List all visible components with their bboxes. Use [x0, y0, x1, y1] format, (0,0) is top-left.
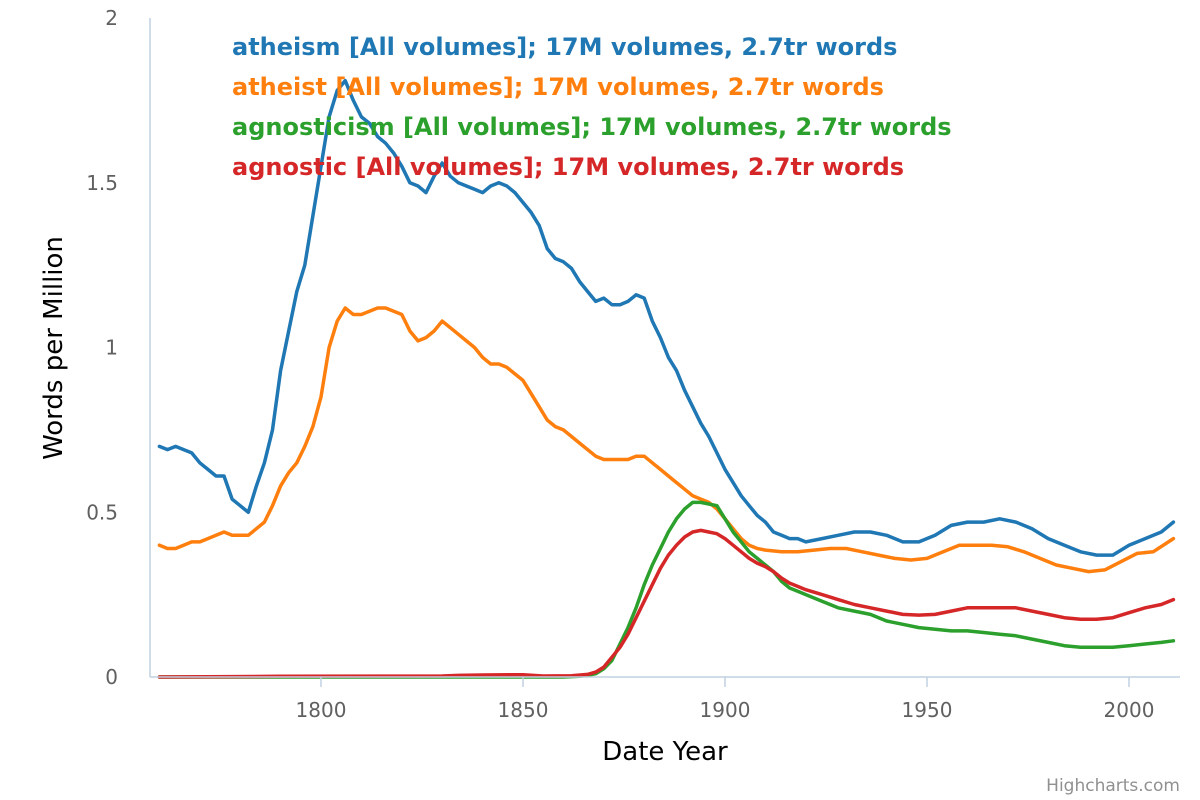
- series-0-group: [157, 78, 1176, 557]
- legend-item-2[interactable]: agnosticism [All volumes]; 17M volumes, …: [232, 113, 952, 141]
- y-tick-label: 1.5: [86, 171, 118, 195]
- x-tick-label: 1850: [498, 698, 549, 722]
- credits-link[interactable]: Highcharts.com: [1046, 776, 1180, 796]
- legend: atheism [All volumes]; 17M volumes, 2.7t…: [232, 33, 952, 181]
- x-tick-label: 1950: [902, 698, 953, 722]
- x-axis-ticks: 1800 1850 1900 1950 2000: [296, 677, 1155, 722]
- series-2-group: [157, 500, 1176, 679]
- series-line-1[interactable]: [157, 306, 1176, 574]
- legend-item-1[interactable]: atheist [All volumes]; 17M volumes, 2.7t…: [232, 73, 884, 101]
- x-tick-label: 1900: [700, 698, 751, 722]
- series-layer: [157, 78, 1176, 679]
- series-line-0[interactable]: [157, 78, 1176, 557]
- series-1-group: [157, 306, 1176, 574]
- x-tick-label: 1800: [296, 698, 347, 722]
- legend-item-3[interactable]: agnostic [All volumes]; 17M volumes, 2.7…: [232, 153, 904, 181]
- x-tick-label: 2000: [1104, 698, 1155, 722]
- x-axis-title: Date Year: [602, 737, 728, 767]
- y-tick-label: 2: [105, 6, 118, 30]
- y-tick-label: 0.5: [86, 500, 118, 524]
- y-tick-label: 1: [105, 336, 118, 360]
- series-line-2[interactable]: [157, 500, 1176, 679]
- y-axis-ticks: 0 0.5 1 1.5 2: [86, 6, 118, 689]
- y-tick-label: 0: [105, 665, 118, 689]
- y-axis-title: Words per Million: [39, 236, 69, 460]
- legend-item-0[interactable]: atheism [All volumes]; 17M volumes, 2.7t…: [232, 33, 897, 61]
- series-3-group: [157, 528, 1176, 679]
